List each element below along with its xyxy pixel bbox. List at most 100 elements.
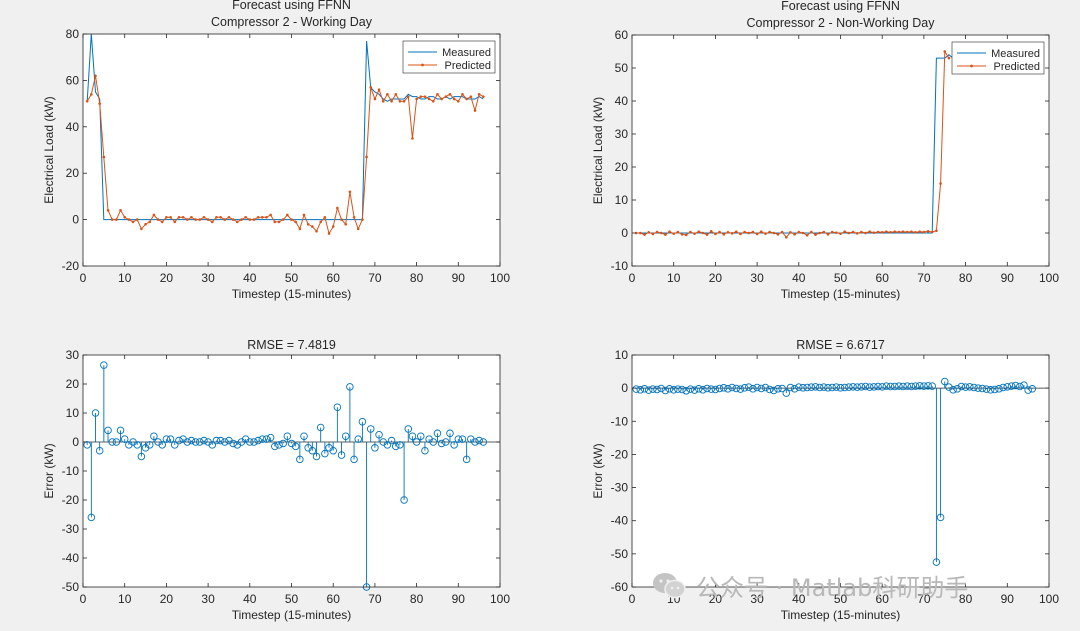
legend-entry: Predicted bbox=[445, 60, 491, 72]
data-point bbox=[680, 233, 684, 236]
stem-marker bbox=[895, 382, 903, 390]
stem-marker bbox=[941, 377, 949, 386]
y-tick-label: 20 bbox=[66, 166, 80, 180]
y-tick-label: 0 bbox=[621, 381, 628, 395]
legend-entry: Predicted bbox=[994, 61, 1040, 73]
stem-marker bbox=[158, 441, 166, 449]
data-point bbox=[336, 206, 339, 210]
x-tick-label: 40 bbox=[792, 592, 806, 606]
data-point bbox=[693, 232, 696, 235]
stem-marker bbox=[83, 441, 91, 449]
x-tick-label: 100 bbox=[1039, 271, 1059, 285]
x-tick-label: 40 bbox=[243, 592, 257, 606]
data-point bbox=[772, 231, 776, 235]
data-point bbox=[140, 227, 143, 231]
data-point bbox=[273, 220, 277, 224]
data-point bbox=[801, 231, 805, 235]
data-point bbox=[231, 218, 235, 221]
data-point bbox=[714, 232, 717, 236]
stem-marker bbox=[815, 383, 824, 392]
data-point bbox=[776, 233, 780, 236]
data-point bbox=[943, 50, 947, 53]
stem-marker bbox=[91, 409, 100, 417]
x-tick-label: 100 bbox=[490, 592, 510, 606]
stem-marker bbox=[175, 436, 183, 445]
data-point bbox=[377, 88, 381, 91]
stem-marker bbox=[974, 384, 982, 392]
data-point bbox=[352, 215, 356, 219]
x-tick-label: 40 bbox=[243, 271, 257, 285]
data-point bbox=[843, 230, 846, 233]
data-point bbox=[261, 215, 264, 219]
stem-marker bbox=[120, 435, 129, 443]
data-point bbox=[839, 232, 842, 235]
data-point bbox=[672, 232, 675, 235]
data-point bbox=[156, 218, 160, 221]
data-point bbox=[918, 230, 922, 233]
stem-marker bbox=[682, 387, 690, 395]
stem-marker bbox=[341, 432, 350, 440]
data-point bbox=[473, 109, 477, 112]
stem-marker bbox=[145, 441, 154, 449]
wechat-icon bbox=[653, 572, 686, 598]
stem-marker bbox=[417, 432, 425, 440]
legend-marker bbox=[421, 63, 424, 67]
stem-marker bbox=[865, 383, 874, 391]
data-point bbox=[465, 97, 468, 101]
data-point bbox=[730, 232, 734, 235]
stem-marker bbox=[757, 384, 766, 393]
y-axis-label: Electrical Load (kW) bbox=[591, 97, 605, 204]
data-point bbox=[181, 215, 185, 219]
x-tick-label: 20 bbox=[160, 271, 174, 285]
chart-title: RMSE = 6.6717 bbox=[796, 338, 885, 352]
stem-marker bbox=[429, 438, 438, 446]
data-point bbox=[215, 215, 218, 219]
stem-marker bbox=[799, 384, 807, 392]
stem-marker bbox=[903, 382, 911, 390]
stem-marker bbox=[400, 496, 408, 504]
x-tick-label: 70 bbox=[368, 271, 382, 285]
stem-marker bbox=[133, 441, 141, 449]
data-point bbox=[277, 220, 281, 224]
stem-marker bbox=[874, 382, 882, 391]
data-point bbox=[431, 99, 435, 103]
data-point bbox=[939, 182, 942, 185]
data-point bbox=[901, 230, 905, 233]
y-tick-label: -20 bbox=[62, 493, 80, 507]
data-point bbox=[797, 230, 801, 234]
stem-marker bbox=[753, 383, 761, 392]
y-tick-label: 0 bbox=[72, 435, 79, 449]
data-point bbox=[847, 231, 851, 235]
stem-marker bbox=[774, 385, 782, 393]
stem-marker bbox=[458, 435, 467, 443]
x-axis-label: Timestep (15-minutes) bbox=[781, 287, 901, 301]
stem-marker bbox=[970, 383, 978, 392]
data-point bbox=[897, 230, 901, 234]
stem-marker bbox=[412, 438, 421, 446]
data-point bbox=[676, 230, 680, 234]
stem-marker bbox=[982, 385, 991, 393]
stem-marker bbox=[162, 435, 171, 443]
data-point bbox=[423, 95, 427, 98]
y-tick-label: 40 bbox=[66, 120, 80, 134]
chart-3: 0 10 20 30 40 50 60 70 80 90 100 -50 -40 -30 -20 -10 0 10… bbox=[42, 338, 510, 622]
data-point bbox=[893, 230, 897, 233]
data-point bbox=[394, 93, 398, 96]
data-point bbox=[185, 218, 189, 221]
data-point bbox=[722, 233, 726, 236]
stem-marker bbox=[216, 436, 225, 445]
x-tick-label: 20 bbox=[709, 271, 723, 285]
stem-marker bbox=[715, 384, 724, 393]
data-point bbox=[331, 225, 335, 228]
data-point bbox=[905, 230, 909, 234]
data-point bbox=[94, 74, 97, 78]
data-point bbox=[235, 220, 239, 224]
x-tick-label: 30 bbox=[201, 592, 215, 606]
x-tick-label: 50 bbox=[285, 592, 299, 606]
data-point bbox=[256, 215, 260, 219]
stem-marker bbox=[358, 417, 367, 426]
chart-title: Forecast using FFNN bbox=[232, 0, 351, 12]
x-tick-label: 0 bbox=[629, 592, 636, 606]
stem-marker bbox=[1003, 383, 1012, 391]
